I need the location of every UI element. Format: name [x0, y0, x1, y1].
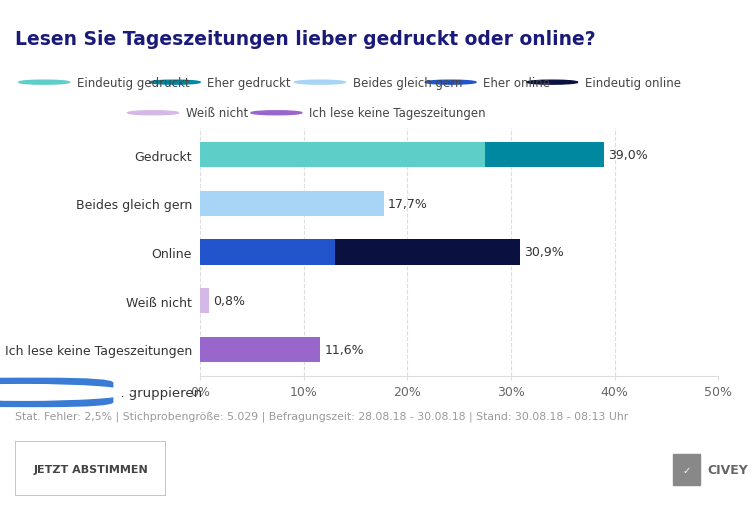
- Text: 0,8%: 0,8%: [212, 294, 245, 308]
- FancyBboxPatch shape: [673, 454, 700, 485]
- Bar: [200, 288, 209, 314]
- Circle shape: [425, 81, 476, 85]
- Text: ✓: ✓: [683, 465, 690, 475]
- Bar: [200, 337, 321, 362]
- Text: Ich lese keine Tageszeitungen: Ich lese keine Tageszeitungen: [309, 107, 485, 120]
- Circle shape: [19, 81, 70, 85]
- Bar: [485, 143, 604, 168]
- Text: 11,6%: 11,6%: [324, 343, 364, 356]
- Circle shape: [150, 81, 200, 85]
- Text: Eindeutig online: Eindeutig online: [585, 77, 681, 89]
- Text: 39,0%: 39,0%: [609, 149, 648, 162]
- Text: 30,9%: 30,9%: [525, 246, 564, 259]
- Circle shape: [0, 385, 130, 400]
- Text: 17,7%: 17,7%: [388, 197, 428, 211]
- Text: Eher online: Eher online: [483, 77, 550, 89]
- Text: CIVEY: CIVEY: [708, 463, 748, 476]
- Bar: [200, 240, 335, 265]
- FancyBboxPatch shape: [0, 378, 113, 408]
- Text: Beides gleich gern: Beides gleich gern: [352, 77, 462, 89]
- Text: Lesen Sie Tageszeitungen lieber gedruckt oder online?: Lesen Sie Tageszeitungen lieber gedruckt…: [15, 30, 596, 49]
- FancyBboxPatch shape: [15, 441, 166, 496]
- Circle shape: [251, 112, 302, 116]
- Circle shape: [527, 81, 578, 85]
- Text: Eindeutig gedruckt: Eindeutig gedruckt: [77, 77, 190, 89]
- Bar: [200, 191, 383, 217]
- Bar: [335, 240, 520, 265]
- Bar: [200, 143, 485, 168]
- Circle shape: [295, 81, 345, 85]
- Text: JETZT ABSTIMMEN: JETZT ABSTIMMEN: [33, 464, 148, 474]
- Circle shape: [128, 112, 178, 116]
- Text: Stat. Fehler: 2,5% | Stichprobengröße: 5.029 | Befragungszeit: 28.08.18 - 30.08.: Stat. Fehler: 2,5% | Stichprobengröße: 5…: [15, 411, 628, 421]
- Text: Weiß nicht: Weiß nicht: [186, 107, 248, 120]
- Text: Eher gedruckt: Eher gedruckt: [207, 77, 291, 89]
- Text: Antworten gruppieren: Antworten gruppieren: [54, 386, 202, 399]
